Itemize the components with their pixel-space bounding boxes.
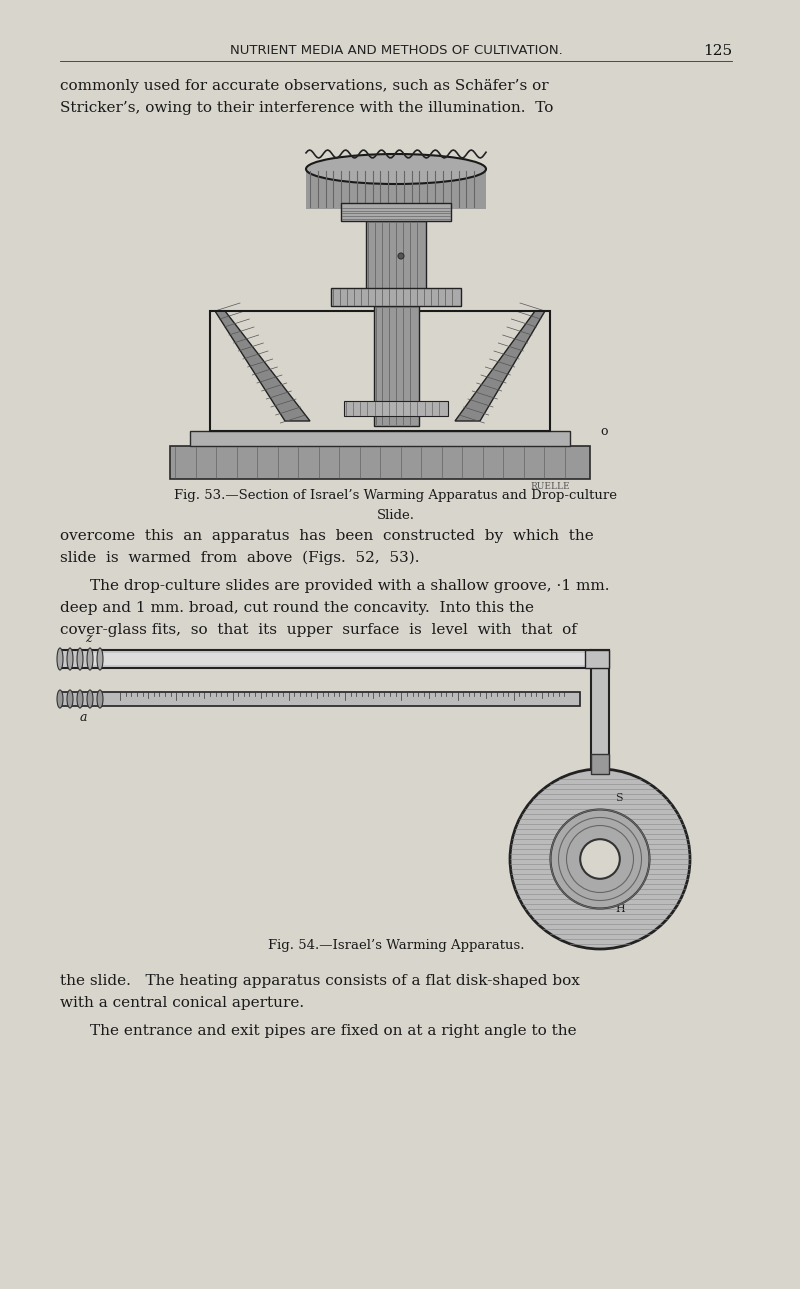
Circle shape <box>510 770 690 949</box>
Text: The drop-culture slides are provided with a shallow groove, ·1 mm.: The drop-culture slides are provided wit… <box>90 579 610 593</box>
Circle shape <box>550 809 650 909</box>
Bar <box>591 819 609 869</box>
Ellipse shape <box>87 690 93 708</box>
Ellipse shape <box>87 648 93 670</box>
Ellipse shape <box>306 153 486 184</box>
Bar <box>591 650 609 819</box>
Text: overcome  this  an  apparatus  has  been  constructed  by  which  the: overcome this an apparatus has been cons… <box>60 528 594 543</box>
Ellipse shape <box>77 690 83 708</box>
Text: o: o <box>600 425 607 438</box>
Bar <box>591 650 609 668</box>
Text: W: W <box>590 849 600 858</box>
Text: 125: 125 <box>703 44 732 58</box>
Text: The entrance and exit pipes are fixed on at a right angle to the: The entrance and exit pipes are fixed on… <box>90 1023 577 1038</box>
Ellipse shape <box>67 648 73 670</box>
Bar <box>60 692 580 706</box>
Polygon shape <box>455 311 545 422</box>
Text: a: a <box>80 712 87 724</box>
Bar <box>210 311 550 431</box>
Ellipse shape <box>57 690 63 708</box>
Bar <box>60 650 590 668</box>
Bar <box>331 287 461 305</box>
Text: z: z <box>85 632 92 644</box>
Circle shape <box>398 253 404 259</box>
Text: Slide.: Slide. <box>377 509 415 522</box>
Text: Stricker’s, owing to their interference with the illumination.  To: Stricker’s, owing to their interference … <box>60 101 554 115</box>
Text: Fig. 54.—Israel’s Warming Apparatus.: Fig. 54.—Israel’s Warming Apparatus. <box>268 938 524 953</box>
Text: deep and 1 mm. broad, cut round the concavity.  Into this the: deep and 1 mm. broad, cut round the conc… <box>60 601 534 615</box>
Ellipse shape <box>67 690 73 708</box>
Text: NUTRIENT MEDIA AND METHODS OF CULTIVATION.: NUTRIENT MEDIA AND METHODS OF CULTIVATIO… <box>230 44 562 57</box>
Text: H: H <box>615 904 625 914</box>
Ellipse shape <box>97 648 103 670</box>
Text: commonly used for accurate observations, such as Schäfer’s or: commonly used for accurate observations,… <box>60 79 549 93</box>
Bar <box>366 220 426 291</box>
Bar <box>374 305 418 425</box>
Polygon shape <box>215 311 310 422</box>
Ellipse shape <box>57 648 63 670</box>
Bar <box>170 446 590 480</box>
Bar <box>585 650 609 668</box>
Text: the slide.   The heating apparatus consists of a flat disk-shaped box: the slide. The heating apparatus consist… <box>60 974 580 987</box>
Bar <box>90 654 585 665</box>
Text: slide  is  warmed  from  above  (Figs.  52,  53).: slide is warmed from above (Figs. 52, 53… <box>60 550 419 566</box>
Text: RUELLE: RUELLE <box>530 482 570 491</box>
Ellipse shape <box>97 690 103 708</box>
Text: Fig. 53.—Section of Israel’s Warming Apparatus and Drop-culture: Fig. 53.—Section of Israel’s Warming App… <box>174 489 618 501</box>
Circle shape <box>580 839 620 879</box>
Bar <box>190 431 570 446</box>
Ellipse shape <box>77 648 83 670</box>
Bar <box>591 754 609 773</box>
Text: with a central conical aperture.: with a central conical aperture. <box>60 996 304 1011</box>
Bar <box>341 202 451 220</box>
Bar <box>306 168 486 209</box>
Text: S: S <box>615 793 622 803</box>
Text: cover-glass fits,  so  that  its  upper  surface  is  level  with  that  of: cover-glass fits, so that its upper surf… <box>60 623 577 637</box>
Bar <box>344 401 448 416</box>
